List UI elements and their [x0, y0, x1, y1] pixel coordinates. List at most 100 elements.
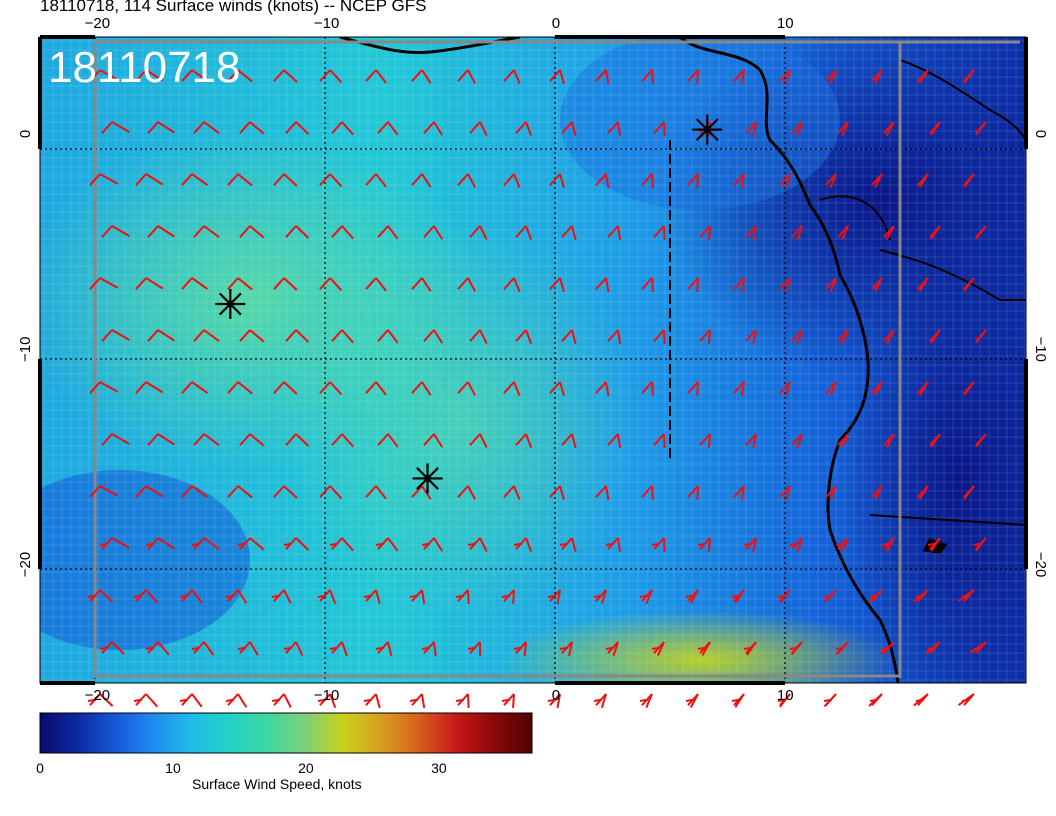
wind-barb	[687, 69, 699, 85]
wind-barb	[924, 641, 941, 655]
wind-barb	[561, 329, 577, 345]
lon-label: 0	[552, 687, 560, 704]
lon-labels-top: −20 −10 0 10	[85, 15, 794, 32]
wind-barb	[595, 69, 610, 85]
lon-label: 0	[552, 15, 560, 32]
wind-barb	[515, 433, 533, 449]
wind-barb	[917, 173, 929, 188]
wind-barb	[779, 485, 791, 501]
lon-label: −10	[314, 687, 339, 704]
marker-asterisk	[692, 114, 723, 145]
wind-barb	[503, 485, 521, 501]
wind-barb	[917, 381, 929, 396]
wind-barb	[283, 641, 304, 656]
wind-barb	[423, 433, 444, 448]
wind-barb	[411, 277, 432, 292]
wind-barb	[133, 589, 158, 604]
wind-barb	[135, 69, 164, 82]
wind-barb	[423, 121, 444, 136]
wind-barb	[561, 225, 577, 241]
wind-barb	[883, 121, 895, 136]
wind-barb	[699, 329, 711, 345]
wind-barb	[365, 69, 387, 84]
wind-barb	[731, 693, 745, 708]
wind-barb	[409, 589, 426, 605]
wind-barb	[283, 537, 310, 551]
wind-barb	[595, 173, 610, 189]
wind-barb	[825, 381, 837, 397]
wind-barb	[319, 381, 343, 396]
wind-barb	[331, 121, 354, 136]
wind-barb	[503, 277, 521, 293]
wind-barb	[503, 173, 521, 189]
wind-barb	[365, 485, 387, 500]
wind-barb	[181, 277, 209, 290]
wind-barb	[227, 381, 253, 395]
wind-barb	[837, 225, 849, 241]
wind-barb	[868, 693, 883, 707]
lon-labels-bottom: −20 −10 0 10	[85, 687, 794, 704]
wind-barb	[871, 381, 883, 396]
wind-barb	[963, 381, 975, 396]
wind-barb	[469, 121, 488, 136]
wind-barb	[975, 433, 987, 448]
wind-barb	[501, 589, 515, 605]
wind-barb	[871, 69, 883, 84]
wind-barb	[515, 329, 533, 345]
wind-barb	[455, 693, 470, 709]
wind-barb	[423, 329, 444, 344]
wind-barb	[639, 693, 653, 709]
wind-barb	[423, 225, 444, 240]
wind-barb	[411, 173, 432, 188]
wind-barb	[237, 641, 259, 656]
wind-barb	[147, 329, 175, 342]
wind-barb	[789, 537, 803, 553]
colorbar-tick: 0	[36, 760, 44, 776]
wind-barb	[963, 277, 975, 292]
wind-barb	[89, 381, 119, 394]
wind-barb	[975, 225, 987, 240]
wind-barb	[179, 589, 203, 604]
axis-edge-bars	[38, 35, 1028, 685]
wind-barb	[549, 277, 565, 293]
wind-barb	[791, 121, 803, 137]
wind-barb	[973, 537, 987, 552]
lat-labels-right: 0 −10 −20	[1032, 130, 1049, 578]
wind-barb	[329, 537, 354, 552]
wind-barb	[641, 277, 654, 293]
lat-label: −20	[17, 552, 34, 577]
wind-barb	[225, 589, 248, 604]
wind-barb	[273, 485, 298, 499]
wind-barb	[239, 329, 265, 343]
wind-barb	[975, 121, 987, 136]
colorbar-tick: 20	[298, 760, 314, 776]
lon-label: 10	[777, 15, 794, 32]
colorbar	[40, 713, 532, 753]
wind-barb	[559, 537, 577, 553]
wind-barb	[641, 173, 654, 189]
wind-barb	[745, 329, 757, 345]
wind-barb	[837, 121, 849, 137]
wind-barb	[835, 537, 849, 553]
wind-barb	[331, 433, 354, 448]
wind-barb	[733, 69, 745, 85]
wind-barb	[87, 693, 114, 707]
wind-barb	[409, 693, 426, 709]
wind-barb	[377, 433, 399, 448]
wind-barb	[607, 433, 622, 449]
domain-box	[93, 40, 1020, 678]
wind-barb	[871, 173, 883, 188]
wind-barb	[777, 589, 791, 604]
wind-barb	[193, 121, 220, 134]
wind-barb	[871, 485, 883, 500]
wind-barb	[285, 121, 310, 135]
wind-barb	[653, 329, 666, 345]
wind-barb	[651, 537, 666, 553]
wind-barb	[595, 485, 610, 501]
wind-barb	[779, 277, 791, 293]
wind-barb	[641, 69, 654, 85]
wind-barb	[825, 173, 837, 189]
graticule	[40, 37, 1026, 683]
wind-barb	[593, 589, 607, 605]
